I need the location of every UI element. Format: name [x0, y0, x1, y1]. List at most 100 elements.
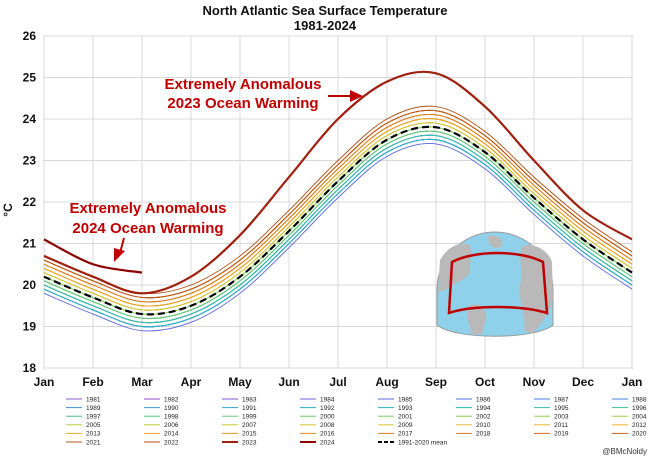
legend-item: 1985 — [378, 396, 413, 403]
legend-label: 1988 — [632, 396, 647, 403]
legend-label: 1998 — [164, 414, 179, 421]
legend-item: 1997 — [66, 414, 101, 421]
legend-label: 1985 — [398, 396, 413, 403]
series-line-1991-2020-mean — [43, 125, 633, 316]
annotation-2024: Extremely Anomalous 2024 Ocean Warming — [70, 200, 227, 262]
y-tick-label: 26 — [23, 29, 37, 43]
legend-label: 2000 — [320, 414, 335, 421]
legend-item: 1992 — [300, 405, 335, 412]
legend-item: 2002 — [456, 414, 491, 421]
y-tick-label: 22 — [23, 195, 37, 209]
legend-item: 2000 — [300, 414, 335, 421]
x-tick-label: Apr — [181, 375, 202, 389]
legend-label: 2001 — [398, 414, 413, 421]
legend-label: 2024 — [320, 439, 335, 446]
x-tick-label: Mar — [131, 375, 153, 389]
legend-item: 1998 — [144, 414, 179, 421]
x-tick-label: Aug — [375, 375, 398, 389]
chart-title: North Atlantic Sea Surface Temperature — [203, 3, 448, 18]
x-tick-label: Dec — [572, 375, 594, 389]
legend-label: 2016 — [320, 431, 335, 438]
globe-land-south-america — [467, 304, 486, 334]
x-tick-label: May — [228, 375, 252, 389]
legend-label: 2023 — [242, 439, 257, 446]
legend-item: 2008 — [300, 422, 335, 429]
series-line-1993 — [43, 138, 633, 328]
legend-item: 2024 — [300, 439, 335, 446]
annotation-2024-line1: Extremely Anomalous — [70, 200, 227, 217]
legend-label: 2003 — [554, 414, 569, 421]
legend-label: 2013 — [86, 431, 101, 438]
legend-item: 1983 — [222, 396, 257, 403]
legend-label: 2018 — [476, 431, 491, 438]
legend-item: 1993 — [378, 405, 413, 412]
legend-item: 2004 — [612, 414, 647, 421]
legend-item: 2016 — [300, 431, 335, 438]
series-line-1996 — [43, 134, 633, 324]
legend-label: 1999 — [242, 414, 257, 421]
legend-label: 1983 — [242, 396, 257, 403]
legend-label: 2020 — [632, 431, 647, 438]
x-tick-labels: Jan Feb Mar Apr May Jun Jul Aug Sep Oct Nov Dec Jan — [34, 375, 643, 389]
series-line-1985 — [43, 143, 633, 332]
series-line-2009 — [43, 122, 633, 311]
legend-label: 1994 — [476, 405, 491, 412]
legend-label: 2011 — [554, 422, 568, 429]
legend-label: 2006 — [164, 422, 179, 429]
legend-item: 2019 — [534, 431, 569, 438]
legend-label: 1997 — [86, 414, 101, 421]
y-tick-label: 19 — [23, 320, 37, 334]
legend-label: 1991-2020 mean — [398, 439, 448, 446]
series-line-2024 — [43, 238, 143, 274]
legend-label: 2009 — [398, 422, 413, 429]
y-tick-label: 25 — [23, 71, 37, 85]
x-tick-label: Jul — [329, 375, 346, 389]
legend-item: 1984 — [300, 396, 335, 403]
legend-label: 2012 — [632, 422, 647, 429]
y-tick-labels: 18 19 20 21 22 23 24 25 26 — [23, 29, 37, 375]
legend-item: 2023 — [222, 439, 257, 446]
annotation-2023: Extremely Anomalous 2023 Ocean Warming — [165, 76, 363, 112]
y-tick-label: 20 — [23, 278, 37, 292]
legend-item: 1982 — [144, 396, 179, 403]
legend-item: 2015 — [222, 431, 257, 438]
legend-item: 1995 — [534, 405, 569, 412]
legend-label: 1995 — [554, 405, 569, 412]
legend-item: 2010 — [456, 422, 491, 429]
legend-item: 2012 — [612, 422, 647, 429]
annotation-2024-line2: 2024 Ocean Warming — [72, 220, 223, 237]
x-tick-label: Oct — [475, 375, 495, 389]
legend-item: 2011 — [534, 422, 568, 429]
legend-item: 1994 — [456, 405, 491, 412]
legend-label: 1981 — [86, 396, 101, 403]
legend-item: 2013 — [66, 431, 101, 438]
y-tick-label: 18 — [23, 361, 37, 375]
annotation-2023-line2: 2023 Ocean Warming — [167, 95, 318, 112]
legend-label: 2014 — [164, 431, 179, 438]
legend-label: 2005 — [86, 422, 101, 429]
legend-item: 2020 — [612, 431, 647, 438]
legend-item: 1988 — [612, 396, 647, 403]
legend-label: 1992 — [320, 405, 335, 412]
x-tick-label: Jun — [278, 375, 299, 389]
legend-label: 1982 — [164, 396, 179, 403]
globe-land-north-america — [438, 243, 472, 292]
annotation-2023-arrowhead — [350, 90, 363, 102]
annotation-2023-line1: Extremely Anomalous — [165, 76, 322, 93]
globe-land-greenland — [488, 235, 503, 248]
legend-label: 2017 — [398, 431, 413, 438]
annotation-2024-arrowhead — [114, 248, 125, 262]
globe-inset — [436, 231, 554, 337]
legend-item: 2021 — [66, 439, 101, 446]
legend-item: 2022 — [144, 439, 179, 446]
legend-label: 1993 — [398, 405, 413, 412]
series-line-2023 — [43, 70, 633, 295]
north-atlantic-box — [447, 251, 549, 315]
legend-label: 2002 — [476, 414, 491, 421]
legend-label: 1991 — [242, 405, 257, 412]
legend-label: 1990 — [164, 405, 179, 412]
y-tick-label: 23 — [23, 154, 37, 168]
legend-item: 2003 — [534, 414, 569, 421]
legend-item: 1989 — [66, 405, 101, 412]
